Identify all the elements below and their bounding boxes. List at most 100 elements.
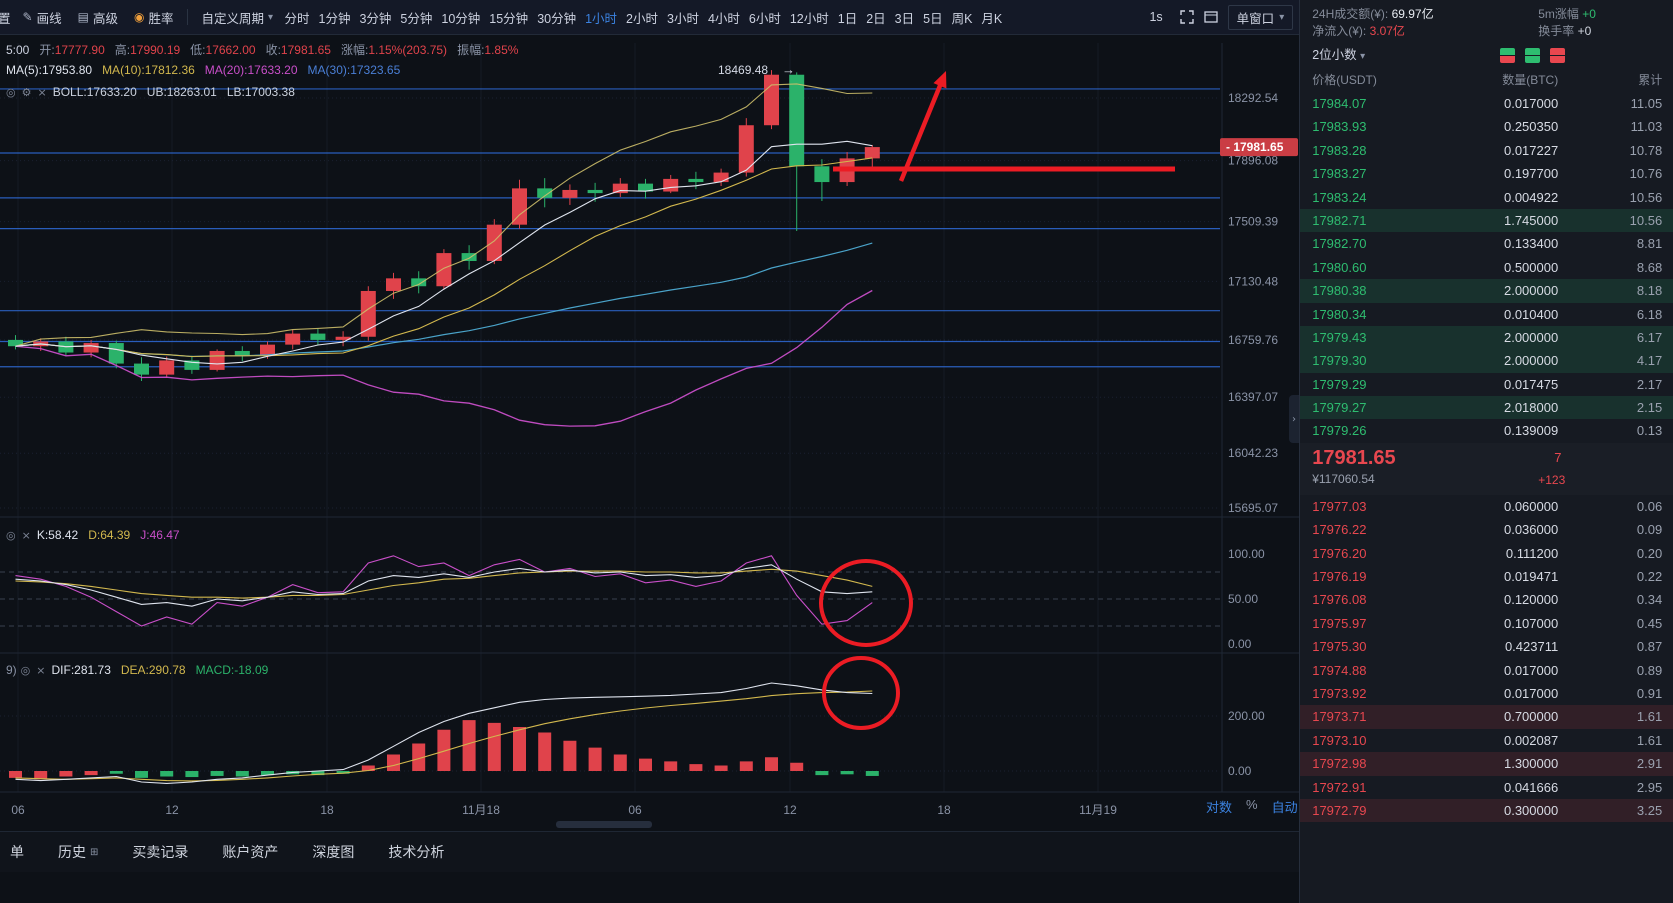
- scale-controls: 对数% 自动: [1206, 797, 1298, 816]
- bid-row[interactable]: 17977.03 0.060000 0.06: [1300, 495, 1673, 518]
- stat-item: 换手率 +0: [1538, 23, 1596, 40]
- ask-row[interactable]: 17980.38 2.000000 8.18: [1300, 279, 1673, 303]
- ask-row[interactable]: 17980.34 0.010400 6.18: [1300, 303, 1673, 326]
- precision-select[interactable]: 2位小数 ▾: [1312, 48, 1365, 62]
- bid-row[interactable]: 17972.79 0.300000 3.25: [1300, 798, 1673, 823]
- window-mode-select[interactable]: 单窗口 ▾: [1227, 4, 1294, 30]
- ohlc-value: 1.85%: [484, 43, 519, 57]
- ask-row[interactable]: 17980.60 0.500000 8.68: [1300, 256, 1673, 279]
- price-cell: 17973.71: [1312, 709, 1367, 725]
- period-tab-3日[interactable]: 3日: [894, 11, 915, 26]
- cut-toolbar-item[interactable]: 置: [0, 8, 15, 27]
- ask-row[interactable]: 17983.24 0.004922 10.56: [1300, 186, 1673, 209]
- panel-collapse-handle[interactable]: ›: [1289, 395, 1299, 443]
- window-layout-icon[interactable]: [1204, 10, 1218, 24]
- bid-row[interactable]: 17976.19 0.019471 0.22: [1300, 565, 1673, 588]
- svg-text:16759.76: 16759.76: [1228, 333, 1278, 347]
- bottom-tab-深度图[interactable]: 深度图: [312, 844, 355, 860]
- period-tab-周K[interactable]: 周K: [951, 11, 973, 26]
- close-icon[interactable]: ×: [36, 664, 46, 677]
- eye-icon[interactable]: ◎: [20, 664, 31, 677]
- bottom-tab-技术分析[interactable]: 技术分析: [388, 844, 445, 860]
- chart-canvas[interactable]: 18292.54 17896.08 17509.39 17130.48 16759.76…: [0, 35, 1300, 829]
- period-tab-12小时[interactable]: 12小时: [789, 11, 829, 26]
- bottom-tab-单[interactable]: 单: [10, 844, 24, 860]
- ask-row[interactable]: 17983.27 0.197700 10.76: [1300, 162, 1673, 185]
- period-tab-10分钟[interactable]: 10分钟: [441, 11, 481, 26]
- pencil-icon: ✎: [22, 10, 33, 24]
- ask-row[interactable]: 17982.70 0.133400 8.81: [1300, 232, 1673, 255]
- last-price-aux-top: 7: [1554, 449, 1562, 465]
- svg-text:12: 12: [165, 803, 179, 817]
- period-tab-2日[interactable]: 2日: [866, 11, 886, 26]
- book-view-asks-icon[interactable]: [1525, 48, 1541, 63]
- close-icon[interactable]: ×: [37, 86, 47, 99]
- period-tab-分时[interactable]: 分时: [284, 11, 310, 26]
- close-icon[interactable]: ×: [21, 529, 31, 542]
- period-tab-1小时[interactable]: 1小时: [585, 11, 618, 26]
- advanced-button[interactable]: ▤ 高级: [70, 8, 126, 27]
- bid-row[interactable]: 17975.97 0.107000 0.45: [1300, 612, 1673, 635]
- period-tab-6小时[interactable]: 6小时: [748, 11, 781, 26]
- winrate-button[interactable]: ◉ 胜率: [126, 8, 182, 27]
- period-tab-3分钟[interactable]: 3分钟: [359, 11, 392, 26]
- ask-row[interactable]: 17982.71 1.745000 10.56: [1300, 208, 1673, 233]
- period-tab-月K[interactable]: 月K: [981, 11, 1003, 26]
- bottom-tab-账户资产[interactable]: 账户资产: [222, 844, 279, 860]
- macd-value: MACD:-18.09: [195, 663, 269, 677]
- period-tab-4小时[interactable]: 4小时: [707, 11, 740, 26]
- stat-label: 换手率: [1538, 24, 1578, 38]
- ask-row[interactable]: 17979.43 2.000000 6.17: [1300, 325, 1673, 350]
- chart-scrollbar[interactable]: [556, 821, 652, 828]
- quantity-cell: 0.107000: [1503, 615, 1559, 631]
- book-view-both-icon[interactable]: [1500, 48, 1516, 63]
- scale-%[interactable]: %: [1246, 797, 1258, 812]
- quantity-cell: 2.000000: [1503, 283, 1559, 299]
- svg-text:17130.48: 17130.48: [1228, 274, 1278, 288]
- period-tab-5日[interactable]: 5日: [923, 11, 943, 26]
- draw-line-button[interactable]: ✎ 画线: [15, 8, 70, 27]
- ask-row[interactable]: 17984.07 0.017000 11.05: [1300, 92, 1673, 115]
- period-tab-15分钟[interactable]: 15分钟: [489, 11, 529, 26]
- eye-icon[interactable]: ◎: [6, 529, 16, 542]
- svg-text:11月18: 11月18: [462, 803, 500, 817]
- panel-icon: ▤: [77, 10, 89, 24]
- cumulative-cell: 0.13: [1636, 423, 1663, 439]
- scale-自动[interactable]: 自动: [1271, 800, 1298, 815]
- ask-row[interactable]: 17979.29 0.017475 2.17: [1300, 373, 1673, 396]
- bottom-tab-历史[interactable]: 历史 ⊞: [58, 844, 99, 860]
- ask-row[interactable]: 17979.26 0.139009 0.13: [1300, 419, 1673, 442]
- custom-period-select[interactable]: 自定义周期 ▾: [194, 8, 280, 27]
- period-tab-30分钟[interactable]: 30分钟: [537, 11, 577, 26]
- ask-row[interactable]: 17979.27 2.018000 2.15: [1300, 396, 1673, 420]
- bid-row[interactable]: 17975.30 0.423711 0.87: [1300, 635, 1673, 658]
- boll-legend: ◎ ⚙ × BOLL:17633.20 UB:18263.01 LB:17003.38: [6, 85, 305, 99]
- eye-icon[interactable]: ◎: [6, 86, 16, 99]
- ask-row[interactable]: 17983.28 0.017227 10.78: [1300, 139, 1673, 162]
- period-tab-5分钟[interactable]: 5分钟: [400, 11, 433, 26]
- ohlc-label: 高:: [114, 43, 131, 57]
- bid-row[interactable]: 17976.08 0.120000 0.34: [1300, 588, 1673, 611]
- bid-row[interactable]: 17973.10 0.002087 1.61: [1300, 729, 1673, 752]
- bid-row[interactable]: 17976.20 0.111200 0.20: [1300, 542, 1673, 565]
- bid-row[interactable]: 17976.22 0.036000 0.09: [1300, 518, 1673, 541]
- gear-icon[interactable]: ⚙: [21, 86, 32, 99]
- bottom-tab-买卖记录[interactable]: 买卖记录: [132, 844, 189, 860]
- ask-row[interactable]: 17979.30 2.000000 4.17: [1300, 349, 1673, 373]
- period-tab-2小时[interactable]: 2小时: [626, 11, 658, 26]
- bid-row[interactable]: 17974.88 0.017000 0.89: [1300, 659, 1673, 682]
- book-view-bids-icon[interactable]: [1550, 48, 1566, 63]
- quantity-cell: 2.000000: [1503, 353, 1559, 369]
- fullscreen-icon[interactable]: [1179, 10, 1194, 24]
- bid-row[interactable]: 17973.92 0.017000 0.91: [1300, 682, 1673, 705]
- bid-row[interactable]: 17972.91 0.041666 2.95: [1300, 776, 1673, 799]
- scale-对数[interactable]: 对数: [1206, 800, 1233, 815]
- bid-row[interactable]: 17972.98 1.300000 2.91: [1300, 752, 1673, 776]
- period-tab-1分钟[interactable]: 1分钟: [318, 11, 351, 26]
- period-tab-3小时[interactable]: 3小时: [667, 11, 699, 26]
- bid-row[interactable]: 17973.71 0.700000 1.61: [1300, 705, 1673, 729]
- quantity-cell: 0.423711: [1504, 639, 1559, 655]
- ask-row[interactable]: 17983.93 0.250350 11.03: [1300, 115, 1673, 138]
- period-tab-1日[interactable]: 1日: [837, 11, 858, 26]
- speed-1s-button[interactable]: 1s: [1149, 10, 1163, 24]
